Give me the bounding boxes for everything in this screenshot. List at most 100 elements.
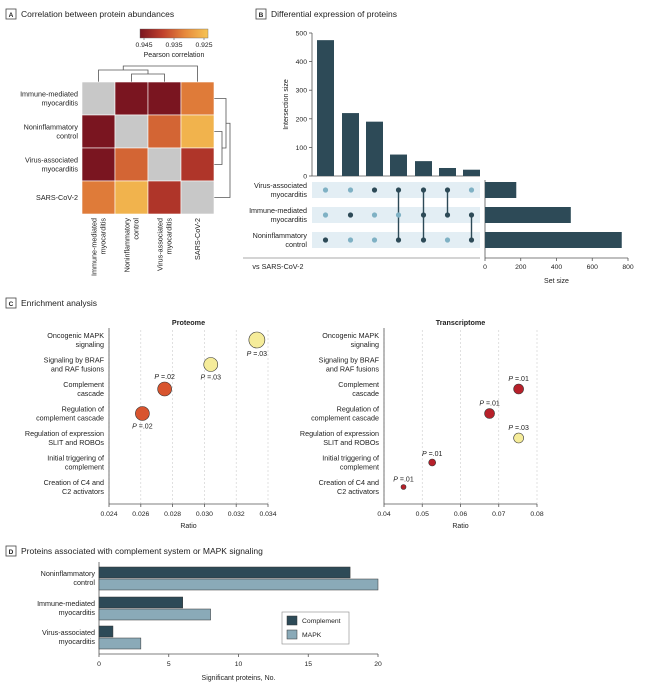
p-value-label: P =.03 bbox=[508, 425, 529, 432]
heatmap-row-label: Immune-mediated myocarditis bbox=[20, 90, 78, 108]
enrichment-point bbox=[513, 383, 524, 395]
enrichment-point bbox=[428, 458, 436, 467]
x-tick-label: 0.028 bbox=[164, 511, 181, 518]
heatmap-cell bbox=[114, 180, 149, 215]
bar-complement bbox=[98, 596, 183, 609]
legend-label: MAPK bbox=[302, 632, 322, 639]
heatmap-col-label: Noninflammatorycontrol bbox=[123, 218, 141, 273]
panel-a-title: Correlation between protein abundances bbox=[21, 9, 174, 19]
category-label: Creation of C4 and C2 activators bbox=[319, 478, 380, 496]
intersection-bar bbox=[342, 113, 359, 176]
enrichment-point bbox=[203, 357, 219, 372]
col-dendrogram-branch bbox=[98, 69, 149, 82]
heatmap-row-label: SARS-CoV-2 bbox=[36, 193, 78, 202]
heatmap-cell bbox=[81, 180, 116, 215]
category-label: Regulation of expression SLIT and ROBOs bbox=[25, 429, 105, 447]
x-tick-label: 15 bbox=[304, 661, 312, 668]
heatmap-cell bbox=[81, 81, 116, 116]
matrix-dot bbox=[371, 237, 378, 243]
panel-b-header: B Differential expression of proteins bbox=[255, 8, 397, 20]
bar-complement bbox=[98, 566, 351, 579]
matrix-dot bbox=[420, 187, 427, 193]
heatmap-cell bbox=[147, 114, 182, 149]
heatmap-cell bbox=[147, 147, 182, 182]
p-value-label: P =.01 bbox=[393, 477, 414, 484]
heatmap-col-label: Virus-associatedmyocarditis bbox=[156, 218, 174, 271]
x-tick-label: 0.05 bbox=[416, 511, 429, 518]
p-value-label: P =.02 bbox=[132, 424, 153, 431]
panel-d-title: Proteins associated with complement syst… bbox=[21, 546, 263, 556]
matrix-dot bbox=[322, 212, 329, 218]
set-name-label: Immune-mediated myocarditis bbox=[249, 206, 307, 224]
enrichment-point bbox=[484, 408, 495, 419]
legend-swatch bbox=[286, 629, 298, 640]
heatmap-row-label: Noninflammatory control bbox=[24, 123, 79, 141]
matrix-dot bbox=[322, 237, 329, 243]
bar-mapk bbox=[98, 578, 379, 591]
x-tick-label: 0.032 bbox=[228, 511, 245, 518]
category-label: Signaling by BRAF and RAF fusions bbox=[319, 356, 380, 374]
x-tick-label: 20 bbox=[374, 661, 382, 668]
heatmap-col-label: Immune-mediatedmyocarditis bbox=[90, 218, 108, 276]
row-dendrogram-branch bbox=[214, 122, 231, 198]
set-size-bar bbox=[485, 182, 517, 198]
enrichment-point bbox=[135, 406, 150, 421]
col-dendrogram-branch bbox=[131, 73, 165, 82]
proteome-dotplot: Proteome 0.024 0.026 0.028 0.030 0.032 0.034 Ra… bbox=[25, 318, 277, 530]
panel-c-badge bbox=[5, 297, 17, 309]
heatmap-cell bbox=[147, 180, 182, 215]
set-size-tick-label: 800 bbox=[622, 264, 634, 271]
panel-a-letter: A bbox=[9, 12, 14, 19]
set-size-bar bbox=[485, 232, 622, 248]
x-axis-title: Ratio bbox=[180, 523, 196, 530]
y-tick-label: 500 bbox=[296, 31, 308, 38]
bar-complement bbox=[98, 625, 114, 638]
matrix-dot bbox=[322, 187, 329, 193]
colorbar-tick-label: 0.925 bbox=[195, 42, 212, 49]
panel-b-badge bbox=[255, 8, 267, 20]
y-tick-label: 200 bbox=[296, 116, 308, 123]
x-tick-label: 0.034 bbox=[259, 511, 276, 518]
x-axis-title: Ratio bbox=[452, 523, 468, 530]
intersection-bar bbox=[439, 167, 456, 176]
intersection-bar bbox=[415, 161, 432, 176]
p-value-label: P =.01 bbox=[479, 401, 500, 408]
category-label: Regulation of complement cascade bbox=[311, 405, 379, 423]
p-value-label: P =.01 bbox=[422, 451, 443, 458]
set-size-title: Set size bbox=[544, 278, 569, 285]
matrix-dot bbox=[395, 237, 402, 243]
set-size-tick-label: 200 bbox=[515, 264, 527, 271]
x-tick-label: 0.026 bbox=[132, 511, 149, 518]
x-tick-label: 0.030 bbox=[196, 511, 213, 518]
set-size-tick-label: 400 bbox=[551, 264, 563, 271]
matrix-dot bbox=[395, 187, 402, 193]
matrix-dot bbox=[347, 237, 354, 243]
row-dendrogram-branch bbox=[214, 131, 223, 165]
enrichment-point bbox=[400, 484, 407, 490]
bar-mapk bbox=[98, 637, 142, 650]
category-label: Noninflammatory control bbox=[41, 569, 96, 587]
intersection-bar bbox=[366, 121, 383, 176]
heatmap-cell bbox=[81, 147, 116, 182]
category-label: Oncogenic MAPK signaling bbox=[322, 331, 379, 349]
complement-mapk-barchart: Noninflammatory control Immune-mediated myo… bbox=[37, 562, 382, 682]
panel-c-letter: C bbox=[9, 301, 14, 308]
enrichment-point bbox=[157, 381, 172, 397]
category-label: Signaling by BRAF and RAF fusions bbox=[44, 356, 105, 374]
panel-d-letter: D bbox=[9, 549, 14, 556]
matrix-dot bbox=[347, 187, 354, 193]
intersection-bar bbox=[463, 169, 480, 176]
colorbar-tick-label: 0.945 bbox=[135, 42, 152, 49]
intersection-bar bbox=[390, 154, 407, 176]
panel-d-header: D Proteins associated with complement sy… bbox=[5, 545, 263, 557]
vs-label: vs SARS-CoV-2 bbox=[252, 262, 303, 271]
category-label: Virus-associated myocarditis bbox=[42, 628, 95, 646]
matrix-dot bbox=[395, 212, 402, 218]
p-value-label: P =.01 bbox=[508, 376, 529, 383]
matrix-dot bbox=[444, 187, 451, 193]
matrix-dot bbox=[444, 212, 451, 218]
dotplot-title: Proteome bbox=[172, 318, 205, 327]
matrix-dot bbox=[468, 237, 475, 243]
upset-plot: 0 100 200 300 400 500 Intersection size Virus-a… bbox=[243, 31, 634, 285]
legend-swatch bbox=[286, 615, 298, 626]
